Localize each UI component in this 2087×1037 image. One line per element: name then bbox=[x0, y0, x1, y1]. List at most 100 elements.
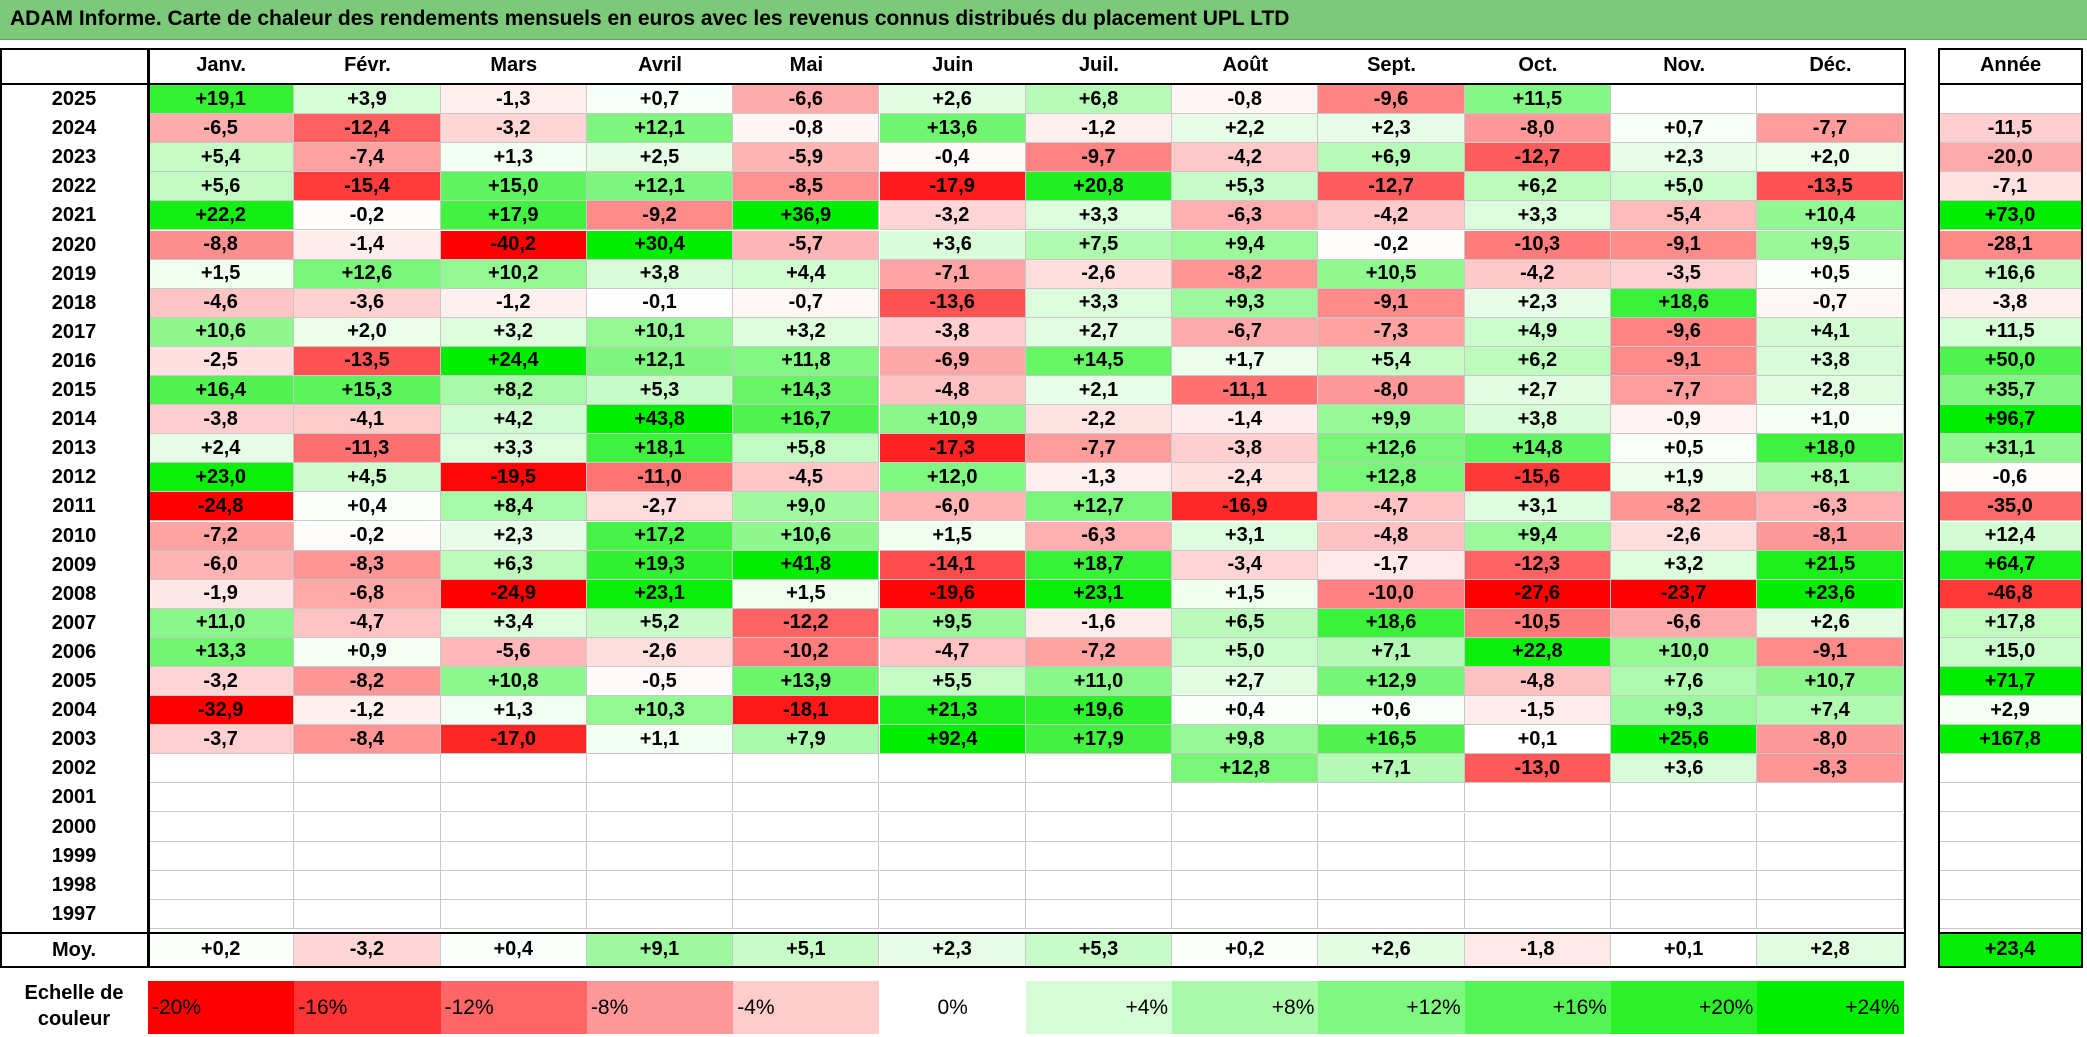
heatmap-cell: +7,4 bbox=[1757, 696, 1904, 726]
heatmap-cell: -27,6 bbox=[1464, 579, 1611, 609]
heatmap-cell bbox=[879, 754, 1026, 784]
heatmap-cell: -0,2 bbox=[294, 521, 441, 551]
heatmap-cell: -7,7 bbox=[1025, 434, 1173, 464]
annual-cell: +64,7 bbox=[1938, 550, 2083, 580]
heatmap-cell: +5,4 bbox=[1318, 346, 1465, 376]
heatmap-cell: +12,6 bbox=[1318, 434, 1465, 464]
heatmap-cell: -5,6 bbox=[440, 637, 587, 667]
heatmap-cell bbox=[1464, 812, 1611, 842]
heatmap-cell: -3,8 bbox=[879, 317, 1026, 347]
heatmap-cell: +18,7 bbox=[1025, 550, 1173, 580]
heatmap-cell: +7,9 bbox=[733, 725, 880, 755]
heatmap-cell: +20,8 bbox=[1025, 172, 1173, 202]
average-rule bbox=[0, 932, 1904, 934]
heatmap-cell: +9,5 bbox=[1757, 230, 1904, 260]
heatmap-cell bbox=[1464, 899, 1611, 929]
heatmap-cell bbox=[733, 783, 880, 813]
heatmap-cell bbox=[1172, 812, 1319, 842]
heatmap-cell: -24,9 bbox=[440, 579, 587, 609]
heatmap-cell: +3,4 bbox=[440, 608, 587, 638]
annual-cell: +71,7 bbox=[1938, 667, 2083, 697]
heatmap-cell: -12,7 bbox=[1464, 143, 1611, 173]
heatmap-cell: +1,3 bbox=[440, 143, 587, 173]
heatmap-cell: -13,5 bbox=[1757, 172, 1904, 202]
heatmap-cell: -14,1 bbox=[879, 550, 1026, 580]
heatmap-cell: -1,4 bbox=[294, 230, 441, 260]
color-scale-swatch: +24% bbox=[1757, 981, 1904, 1034]
heatmap-cell bbox=[879, 841, 1026, 871]
color-scale-swatch: +8% bbox=[1172, 981, 1319, 1034]
heatmap-cell bbox=[294, 754, 441, 784]
heatmap-cell bbox=[1172, 870, 1319, 900]
heatmap-cell: +3,9 bbox=[294, 85, 441, 115]
heatmap-cell: +6,5 bbox=[1172, 608, 1319, 638]
heatmap-cell: +0,7 bbox=[586, 85, 734, 115]
annual-cell: +167,8 bbox=[1938, 725, 2083, 755]
heatmap-cell: +3,3 bbox=[1025, 201, 1173, 231]
heatmap-cell: +6,9 bbox=[1318, 143, 1465, 173]
year-label: 2023 bbox=[51, 146, 97, 169]
heatmap-cell bbox=[1025, 754, 1173, 784]
heatmap-cell: +11,8 bbox=[733, 346, 880, 376]
heatmap-cell: -13,0 bbox=[1464, 754, 1611, 784]
heatmap-cell bbox=[733, 870, 880, 900]
heatmap-cell: +10,8 bbox=[440, 667, 587, 697]
heatmap-cell: -2,2 bbox=[1025, 405, 1173, 435]
year-label: 2011 bbox=[52, 495, 96, 518]
heatmap-cell: +12,1 bbox=[586, 172, 734, 202]
heatmap-cell: -12,7 bbox=[1318, 172, 1465, 202]
heatmap-cell: -3,8 bbox=[148, 405, 295, 435]
average-cell: +2,6 bbox=[1318, 932, 1465, 968]
heatmap-cell: -9,2 bbox=[586, 201, 734, 231]
heatmap-cell: +12,8 bbox=[1318, 463, 1465, 493]
heatmap-cell: +7,6 bbox=[1611, 667, 1758, 697]
heatmap-cell: +0,5 bbox=[1611, 434, 1758, 464]
heatmap-cell: -10,5 bbox=[1464, 608, 1611, 638]
heatmap-cell: -1,2 bbox=[440, 288, 587, 318]
heatmap-cell: -18,1 bbox=[733, 696, 880, 726]
heatmap-cell bbox=[440, 899, 587, 929]
heatmap-cell: -15,4 bbox=[294, 172, 441, 202]
color-scale-swatch: +16% bbox=[1464, 981, 1611, 1034]
heatmap-cell bbox=[148, 754, 295, 784]
month-header: Juin bbox=[932, 54, 974, 76]
heatmap-cell: -6,8 bbox=[294, 579, 441, 609]
heatmap-cell: +43,8 bbox=[586, 405, 734, 435]
color-scale-swatch: 0% bbox=[879, 981, 1026, 1034]
heatmap-cell: -0,9 bbox=[1611, 405, 1758, 435]
heatmap-cell bbox=[586, 812, 734, 842]
color-scale-swatch: -8% bbox=[586, 981, 734, 1034]
chart-title: ADAM Informe. Carte de chaleur des rende… bbox=[10, 7, 1290, 30]
heatmap-cell: -17,3 bbox=[879, 434, 1026, 464]
heatmap-cell: +2,3 bbox=[1611, 143, 1758, 173]
annual-cell bbox=[1938, 870, 2083, 900]
year-label: 1998 bbox=[51, 873, 97, 896]
heatmap-cell: -8,8 bbox=[148, 230, 295, 260]
month-header: Janv. bbox=[196, 54, 246, 76]
heatmap-cell: +25,6 bbox=[1611, 725, 1758, 755]
heatmap-cell: -4,7 bbox=[1318, 492, 1465, 522]
heatmap-cell: -8,5 bbox=[733, 172, 880, 202]
heatmap-cell: -3,2 bbox=[879, 201, 1026, 231]
month-header: Août bbox=[1222, 54, 1269, 76]
heatmap-cell: +2,4 bbox=[148, 434, 295, 464]
color-scale-swatch: -16% bbox=[294, 981, 441, 1034]
heatmap-cell: +3,3 bbox=[1464, 201, 1611, 231]
annual-cell: +11,5 bbox=[1938, 317, 2083, 347]
heatmap-cell: -3,4 bbox=[1172, 550, 1319, 580]
heatmap-cell: -12,4 bbox=[294, 114, 441, 144]
heatmap-cell bbox=[1025, 841, 1173, 871]
heatmap-cell: -1,5 bbox=[1464, 696, 1611, 726]
heatmap-cell bbox=[1757, 85, 1904, 115]
annual-cell: +96,7 bbox=[1938, 405, 2083, 435]
heatmap-cell: -9,7 bbox=[1025, 143, 1173, 173]
annual-cell: +35,7 bbox=[1938, 376, 2083, 406]
heatmap-cell: -7,3 bbox=[1318, 317, 1465, 347]
heatmap-cell: -0,4 bbox=[879, 143, 1026, 173]
year-label: 2019 bbox=[51, 262, 97, 285]
year-label: 2021 bbox=[51, 204, 97, 227]
heatmap-cell: +3,1 bbox=[1464, 492, 1611, 522]
year-label: 2001 bbox=[51, 786, 97, 809]
heatmap-cell bbox=[586, 783, 734, 813]
